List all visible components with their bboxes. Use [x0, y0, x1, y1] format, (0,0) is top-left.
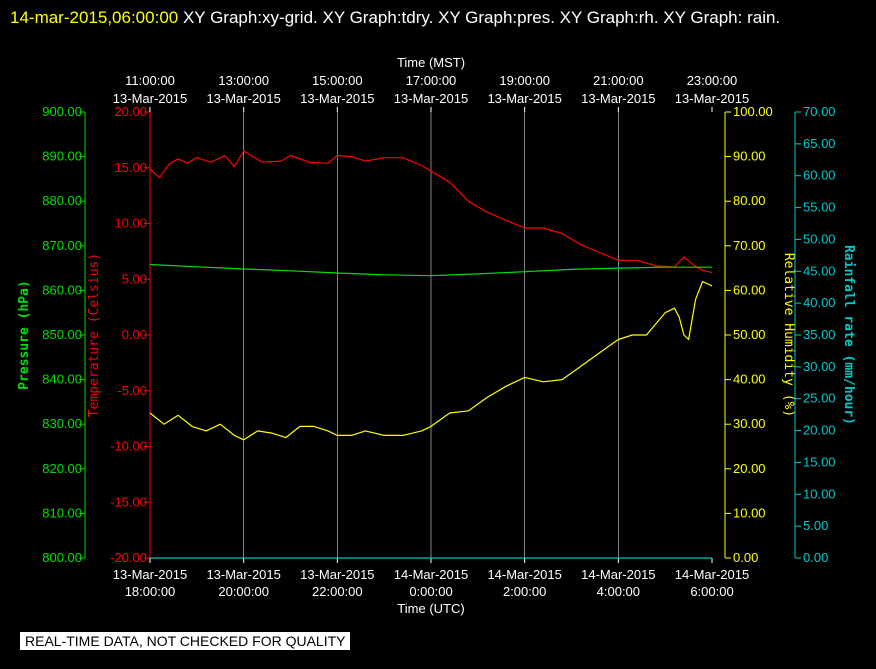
top-tick-time: 15:00:00 — [312, 73, 363, 88]
humidity-tick-label: 70.00 — [733, 238, 766, 253]
bottom-tick-time: 18:00:00 — [125, 584, 176, 599]
bottom-tick-time: 20:00:00 — [218, 584, 269, 599]
quality-disclaimer: REAL-TIME DATA, NOT CHECKED FOR QUALITY — [20, 632, 351, 650]
humidity-tick-label: 50.00 — [733, 327, 766, 342]
bottom-tick-date: 13-Mar-2015 — [206, 567, 280, 582]
bottom-tick-date: 14-Mar-2015 — [394, 567, 468, 582]
rain-tick-label: 10.00 — [803, 486, 836, 501]
humidity-tick-label: 40.00 — [733, 372, 766, 387]
top-tick-time: 13:00:00 — [218, 73, 269, 88]
pressure-tick-label: 810.00 — [42, 505, 82, 520]
top-tick-time: 19:00:00 — [499, 73, 550, 88]
rain-tick-label: 5.00 — [803, 518, 828, 533]
top-tick-date: 13-Mar-2015 — [487, 91, 561, 106]
pressure-tick-label: 890.00 — [42, 149, 82, 164]
rain-tick-label: 55.00 — [803, 200, 836, 215]
top-tick-time: 21:00:00 — [593, 73, 644, 88]
temperature-axis-label: Temperature (Celsius) — [87, 253, 102, 417]
rain-tick-label: 70.00 — [803, 104, 836, 119]
bottom-tick-date: 14-Mar-2015 — [487, 567, 561, 582]
temperature-tick-label: 10.00 — [114, 216, 147, 231]
bottom-tick-time: 4:00:00 — [597, 584, 640, 599]
timestamp: 14-mar-2015,06:00:00 — [10, 8, 179, 27]
humidity-tick-label: 0.00 — [733, 550, 758, 565]
humidity-series-line — [149, 280, 713, 441]
pressure-tick-label: 860.00 — [42, 282, 82, 297]
temperature-tick-label: -20.00 — [110, 550, 147, 565]
bottom-tick-date: 13-Mar-2015 — [300, 567, 374, 582]
bottom-tick-time: 0:00:00 — [409, 584, 452, 599]
humidity-tick-label: 60.00 — [733, 282, 766, 297]
pressure-tick-label: 870.00 — [42, 238, 82, 253]
rain-tick-label: 60.00 — [803, 168, 836, 183]
pressure-tick-label: 850.00 — [42, 327, 82, 342]
top-tick-date: 13-Mar-2015 — [300, 91, 374, 106]
humidity-tick-label: 30.00 — [733, 416, 766, 431]
temperature-tick-label: 0.00 — [122, 327, 147, 342]
rain-tick-label: 50.00 — [803, 231, 836, 246]
top-tick-time: 17:00:00 — [406, 73, 457, 88]
top-axis-title: Time (MST) — [397, 55, 465, 70]
bottom-axis-title: Time (UTC) — [397, 601, 464, 616]
pressure-tick-label: 830.00 — [42, 416, 82, 431]
humidity-tick-label: 10.00 — [733, 505, 766, 520]
rain-tick-label: 40.00 — [803, 295, 836, 310]
pressure-tick-label: 840.00 — [42, 372, 82, 387]
top-tick-date: 13-Mar-2015 — [113, 91, 187, 106]
humidity-tick-label: 90.00 — [733, 149, 766, 164]
humidity-tick-label: 100.00 — [733, 104, 773, 119]
temperature-tick-label: 15.00 — [114, 160, 147, 175]
bottom-tick-date: 13-Mar-2015 — [113, 567, 187, 582]
top-tick-date: 13-Mar-2015 — [581, 91, 655, 106]
pressure-tick-label: 820.00 — [42, 461, 82, 476]
graph-list: XY Graph:xy-grid. XY Graph:tdry. XY Grap… — [182, 8, 781, 27]
humidity-tick-label: 20.00 — [733, 461, 766, 476]
pressure-series-line — [149, 263, 712, 277]
rain-tick-label: 45.00 — [803, 263, 836, 278]
rain-axis-label: Rainfall rate (mm/hour) — [841, 245, 856, 425]
humidity-tick-label: 80.00 — [733, 193, 766, 208]
top-tick-date: 13-Mar-2015 — [675, 91, 749, 106]
temperature-tick-label: -10.00 — [110, 439, 147, 454]
temperature-tick-label: -5.00 — [117, 383, 147, 398]
pressure-tick-label: 880.00 — [42, 193, 82, 208]
rain-tick-label: 35.00 — [803, 327, 836, 342]
bottom-tick-time: 2:00:00 — [503, 584, 546, 599]
temperature-tick-label: 20.00 — [114, 104, 147, 119]
top-tick-date: 13-Mar-2015 — [206, 91, 280, 106]
bottom-tick-time: 22:00:00 — [312, 584, 363, 599]
temperature-series-line — [149, 150, 713, 274]
bottom-tick-date: 14-Mar-2015 — [581, 567, 655, 582]
rain-tick-label: 0.00 — [803, 550, 828, 565]
temperature-tick-label: -15.00 — [110, 494, 147, 509]
top-tick-time: 23:00:00 — [687, 73, 738, 88]
rain-tick-label: 15.00 — [803, 454, 836, 469]
bottom-tick-time: 6:00:00 — [690, 584, 733, 599]
pressure-tick-label: 800.00 — [42, 550, 82, 565]
graph-header: 14-mar-2015,06:00:00 XY Graph:xy-grid. X… — [10, 4, 870, 32]
pressure-axis-label: Pressure (hPa) — [17, 280, 32, 390]
top-tick-time: 11:00:00 — [125, 73, 175, 88]
rain-tick-label: 25.00 — [803, 391, 836, 406]
rain-tick-label: 30.00 — [803, 359, 836, 374]
bottom-tick-date: 14-Mar-2015 — [675, 567, 749, 582]
humidity-axis-label: Relative Humidity (%) — [781, 253, 796, 417]
pressure-tick-label: 900.00 — [42, 104, 82, 119]
top-tick-date: 13-Mar-2015 — [394, 91, 468, 106]
rain-tick-label: 65.00 — [803, 136, 836, 151]
rain-tick-label: 20.00 — [803, 423, 836, 438]
temperature-tick-label: 5.00 — [122, 271, 147, 286]
